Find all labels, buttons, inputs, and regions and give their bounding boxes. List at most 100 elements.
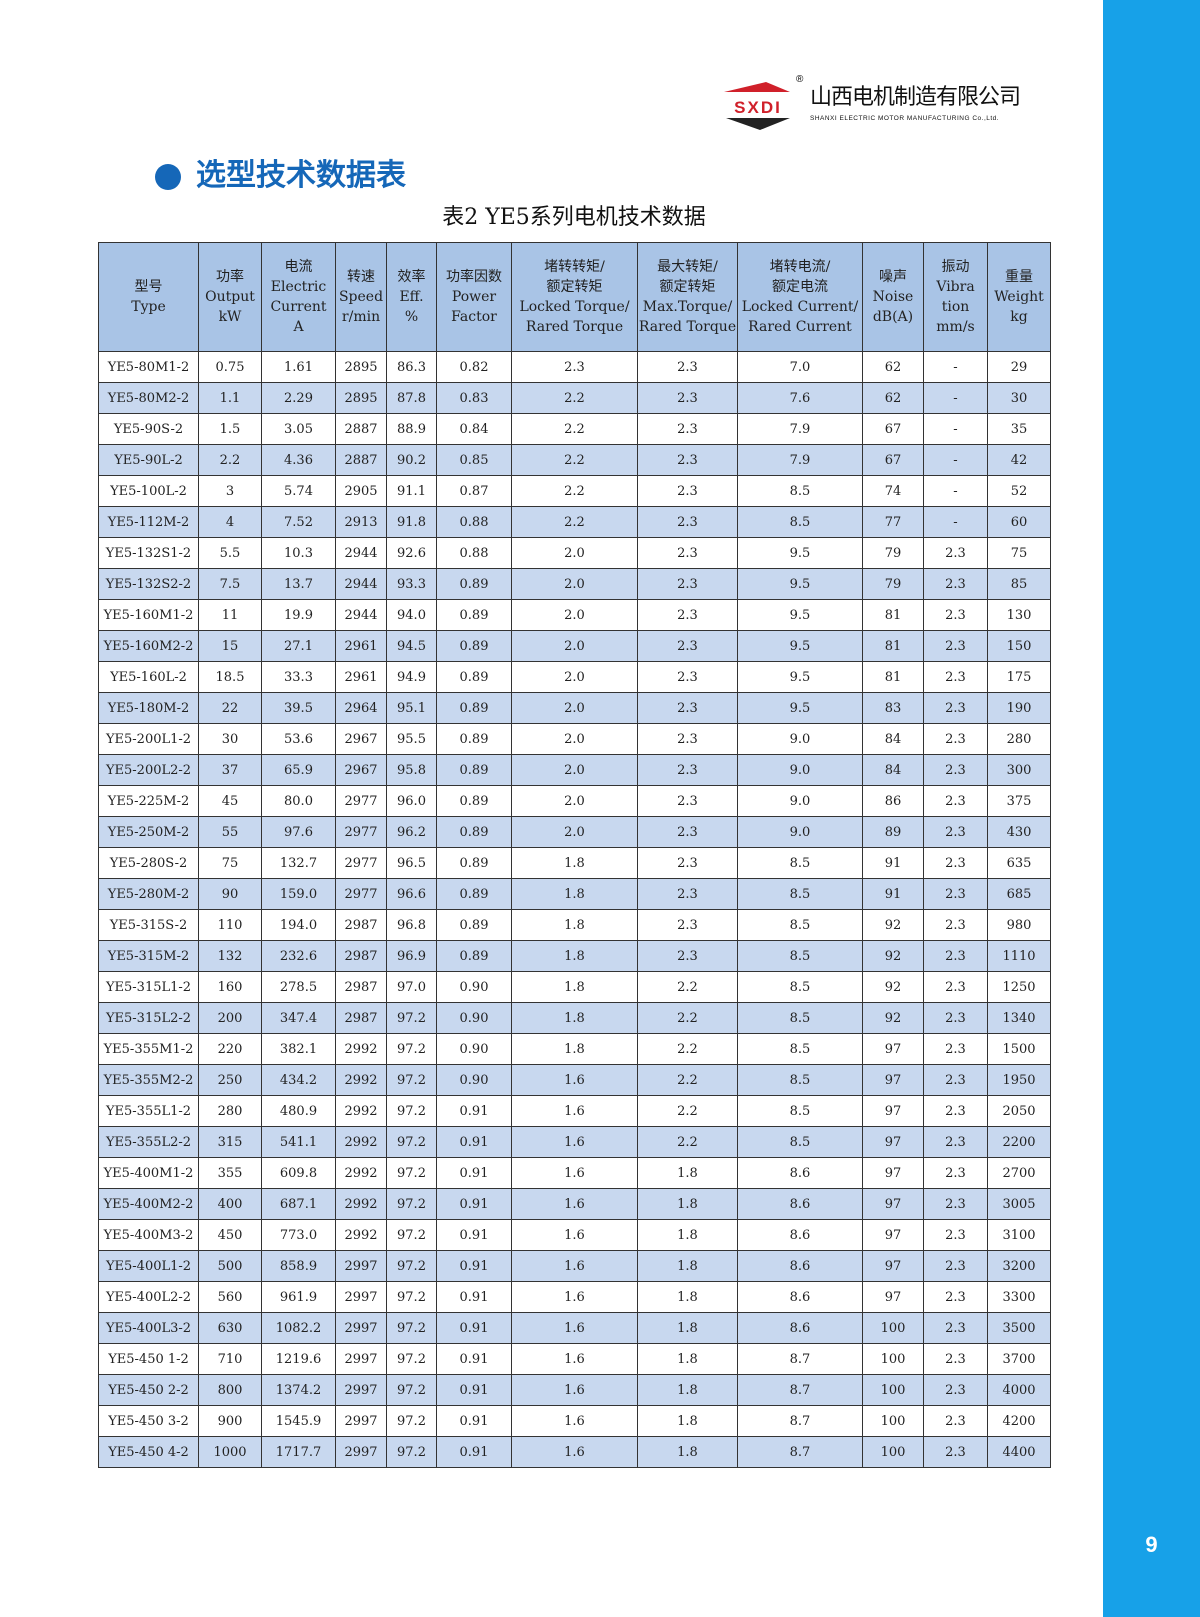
table-cell: 2.3 — [923, 1002, 988, 1034]
table-cell: 1.6 — [511, 1374, 638, 1406]
table-row: YE5-280S-2 75 132.7 2977 96.5 0.89 1.8 2.3 8.5 91… — [98, 847, 1051, 879]
table-cell: 1.8 — [637, 1188, 738, 1220]
table-cell: 2987 — [335, 1002, 387, 1034]
table-cell: - — [923, 475, 988, 507]
table-cell: YE5-90L-2 — [98, 444, 199, 476]
table-cell: 94.0 — [386, 599, 437, 631]
table-cell: 1.8 — [637, 1281, 738, 1313]
table-cell: 3100 — [987, 1219, 1051, 1251]
table-cell: 1.6 — [511, 1343, 638, 1375]
table-cell: 7.6 — [737, 382, 863, 414]
table-cell: 85 — [987, 568, 1051, 600]
table-cell: 1.6 — [511, 1281, 638, 1313]
table-cell: 200 — [198, 1002, 262, 1034]
table-cell: 159.0 — [261, 878, 336, 910]
table-cell: 1250 — [987, 971, 1051, 1003]
table-cell: YE5-450 3-2 — [98, 1405, 199, 1437]
table-cell: 773.0 — [261, 1219, 336, 1251]
table-cell: YE5-132S2-2 — [98, 568, 199, 600]
table-cell: 8.5 — [737, 971, 863, 1003]
header-line: 功率因数 — [446, 269, 502, 285]
side-bar — [1103, 0, 1200, 1617]
table-cell: 382.1 — [261, 1033, 336, 1065]
table-cell: 13.7 — [261, 568, 336, 600]
table-cell: 30 — [198, 723, 262, 755]
table-cell: 2977 — [335, 847, 387, 879]
svg-text:SXDI: SXDI — [734, 98, 782, 117]
table-cell: 2.3 — [637, 568, 738, 600]
table-cell: 35 — [987, 413, 1051, 445]
table-cell: 8.6 — [737, 1219, 863, 1251]
table-cell: 95.5 — [386, 723, 437, 755]
table-cell: 2.3 — [923, 537, 988, 569]
table-cell: 97.2 — [386, 1188, 437, 1220]
page-number: 9 — [1145, 1532, 1158, 1557]
table-cell: 2.3 — [637, 599, 738, 631]
table-cell: 9.5 — [737, 692, 863, 724]
table-cell: 2.2 — [637, 1095, 738, 1127]
table-cell: 2.3 — [923, 1095, 988, 1127]
table-cell: 97.2 — [386, 1312, 437, 1344]
header-line: 噪声 — [879, 269, 907, 285]
table-cell: 2895 — [335, 382, 387, 414]
table-row: YE5-315L2-2 200 347.4 2987 97.2 0.90 1.8 2.2 8.5… — [98, 1002, 1051, 1034]
column-header: 噪声 Noise dB(A) — [862, 242, 924, 352]
table-cell: 9.5 — [737, 599, 863, 631]
table-cell: 2.2 — [637, 1033, 738, 1065]
table-cell: 2.3 — [637, 878, 738, 910]
column-header: 型号 Type — [98, 242, 199, 352]
table-cell: 2992 — [335, 1219, 387, 1251]
table-cell: 2.3 — [923, 878, 988, 910]
table-cell: 2.3 — [923, 754, 988, 786]
column-header: 重量 Weight kg — [987, 242, 1051, 352]
table-row: YE5-400L2-2 560 961.9 2997 97.2 0.91 1.6 1.8 8.6… — [98, 1281, 1051, 1313]
table-cell: 280 — [987, 723, 1051, 755]
table-cell: 0.75 — [198, 351, 262, 383]
table-cell: 347.4 — [261, 1002, 336, 1034]
table-cell: 2.3 — [637, 847, 738, 879]
table-cell: 0.91 — [436, 1343, 512, 1375]
table-row: YE5-315L1-2 160 278.5 2987 97.0 0.90 1.8 2.2 8.5… — [98, 971, 1051, 1003]
table-cell: 132 — [198, 940, 262, 972]
table-cell: YE5-280M-2 — [98, 878, 199, 910]
table-cell: 8.7 — [737, 1405, 863, 1437]
table-cell: 2.0 — [511, 692, 638, 724]
table-cell: 8.6 — [737, 1281, 863, 1313]
table-cell: 190 — [987, 692, 1051, 724]
table-cell: 97.0 — [386, 971, 437, 1003]
header-line: Power — [451, 289, 497, 305]
table-cell: 2.3 — [637, 940, 738, 972]
table-cell: 1.8 — [637, 1219, 738, 1251]
table-cell: 2.3 — [637, 909, 738, 941]
table-cell: YE5-100L-2 — [98, 475, 199, 507]
table-row: YE5-450 2-2 800 1374.2 2997 97.2 0.91 1.6 1.8 8.… — [98, 1374, 1051, 1406]
table-cell: 0.89 — [436, 568, 512, 600]
table-row: YE5-200L1-2 30 53.6 2967 95.5 0.89 2.0 2.3 9.0 84… — [98, 723, 1051, 755]
table-cell: 1.6 — [511, 1157, 638, 1189]
table-cell: 2.2 — [511, 382, 638, 414]
table-cell: 0.89 — [436, 785, 512, 817]
table-cell: 2.0 — [511, 723, 638, 755]
table-cell: 9.0 — [737, 754, 863, 786]
table-cell: YE5-250M-2 — [98, 816, 199, 848]
table-cell: 480.9 — [261, 1095, 336, 1127]
table-cell: 2992 — [335, 1157, 387, 1189]
table-cell: - — [923, 351, 988, 383]
table-cell: 97 — [862, 1219, 924, 1251]
table-cell: 3 — [198, 475, 262, 507]
table-cell: 93.3 — [386, 568, 437, 600]
table-cell: 2.0 — [511, 630, 638, 662]
header-line: 额定转矩 — [659, 279, 716, 295]
table-cell: 97.6 — [261, 816, 336, 848]
table-cell: 2.3 — [511, 351, 638, 383]
table-cell: YE5-225M-2 — [98, 785, 199, 817]
table-cell: 0.89 — [436, 847, 512, 879]
table-cell: 2.3 — [637, 630, 738, 662]
registered-mark: ® — [796, 74, 804, 85]
table-cell: 0.91 — [436, 1374, 512, 1406]
table-cell: 2992 — [335, 1188, 387, 1220]
column-header: 效率 Eff.% — [386, 242, 437, 352]
table-cell: 97.2 — [386, 1281, 437, 1313]
table-cell: 0.89 — [436, 816, 512, 848]
table-cell: 1.8 — [511, 847, 638, 879]
